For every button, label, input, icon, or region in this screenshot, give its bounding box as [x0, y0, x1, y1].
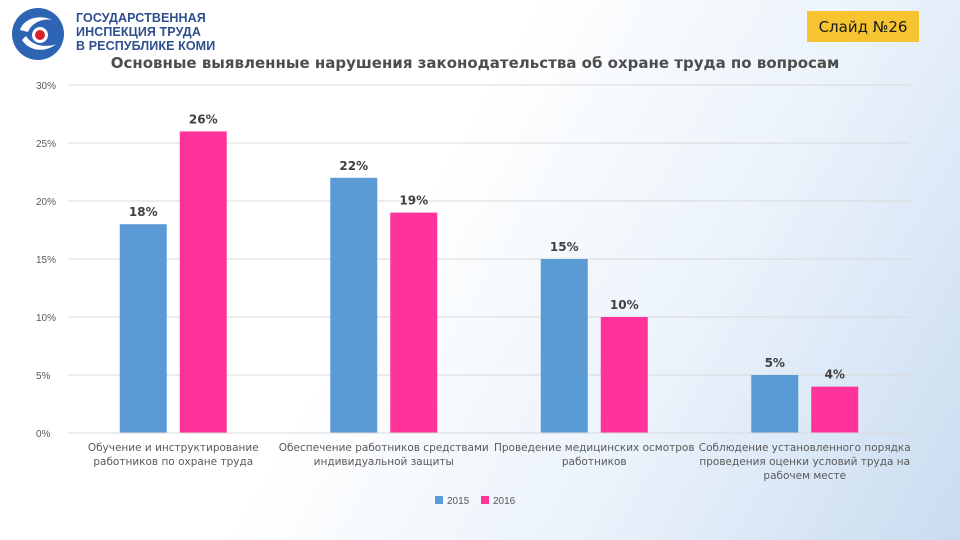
slide-number-badge: Слайд №26: [807, 11, 919, 42]
bar-2015: [330, 177, 378, 433]
y-tick-label: 15%: [36, 255, 56, 266]
x-tick-label: Проведение медицинских осмотров: [494, 442, 695, 454]
legend-swatch-2015: [435, 496, 443, 504]
inspection-logo: ГОСУДАРСТВЕННАЯ ИНСПЕКЦИЯ ТРУДА В РЕСПУБ…: [10, 6, 215, 62]
x-tick-label: Соблюдение установленного порядка: [699, 442, 911, 454]
y-tick-label: 25%: [36, 139, 56, 150]
y-tick-label: 5%: [36, 371, 51, 382]
logo-line: ИНСПЕКЦИЯ ТРУДА: [76, 25, 201, 39]
y-tick-label: 10%: [36, 313, 56, 324]
bar-2015: [751, 375, 799, 433]
bar-2016: [600, 317, 648, 433]
legend-label: 2016: [493, 496, 516, 507]
y-tick-label: 30%: [36, 81, 56, 92]
data-label: 26%: [189, 112, 218, 126]
x-tick-label: работников: [562, 456, 627, 468]
logo-line: В РЕСПУБЛИКЕ КОМИ: [76, 39, 216, 53]
bar-2016: [179, 131, 227, 433]
data-label: 10%: [610, 298, 639, 312]
x-tick-label: индивидуальной защиты: [314, 456, 454, 468]
x-tick-label: Обучение и инструктирование: [88, 442, 259, 454]
logo-swirl-icon: [12, 8, 64, 60]
y-tick-label: 0%: [36, 429, 51, 440]
x-tick-label: проведения оценки условий труда на: [699, 456, 910, 468]
data-label: 4%: [825, 368, 845, 382]
legend-swatch-2016: [481, 496, 489, 504]
x-tick-label: Обеспечение работников средствами: [279, 442, 489, 454]
x-tick-label: рабочем месте: [763, 470, 846, 482]
chart-title: Основные выявленные нарушения законодате…: [110, 54, 840, 72]
legend-label: 2015: [447, 496, 470, 507]
bar-2015: [119, 224, 167, 433]
y-tick-label: 20%: [36, 197, 56, 208]
logo-line: ГОСУДАРСТВЕННАЯ: [76, 11, 206, 25]
bar-2016: [390, 212, 438, 433]
logo-text: ГОСУДАРСТВЕННАЯ ИНСПЕКЦИЯ ТРУДА В РЕСПУБ…: [76, 11, 215, 53]
data-label: 5%: [765, 356, 785, 370]
data-label: 15%: [550, 240, 579, 254]
data-label: 19%: [399, 194, 428, 208]
bar-2016: [811, 386, 859, 433]
bar-2015: [540, 259, 588, 433]
x-tick-label: работников по охране труда: [93, 456, 253, 468]
data-label: 18%: [129, 205, 158, 219]
data-label: 22%: [339, 159, 368, 173]
